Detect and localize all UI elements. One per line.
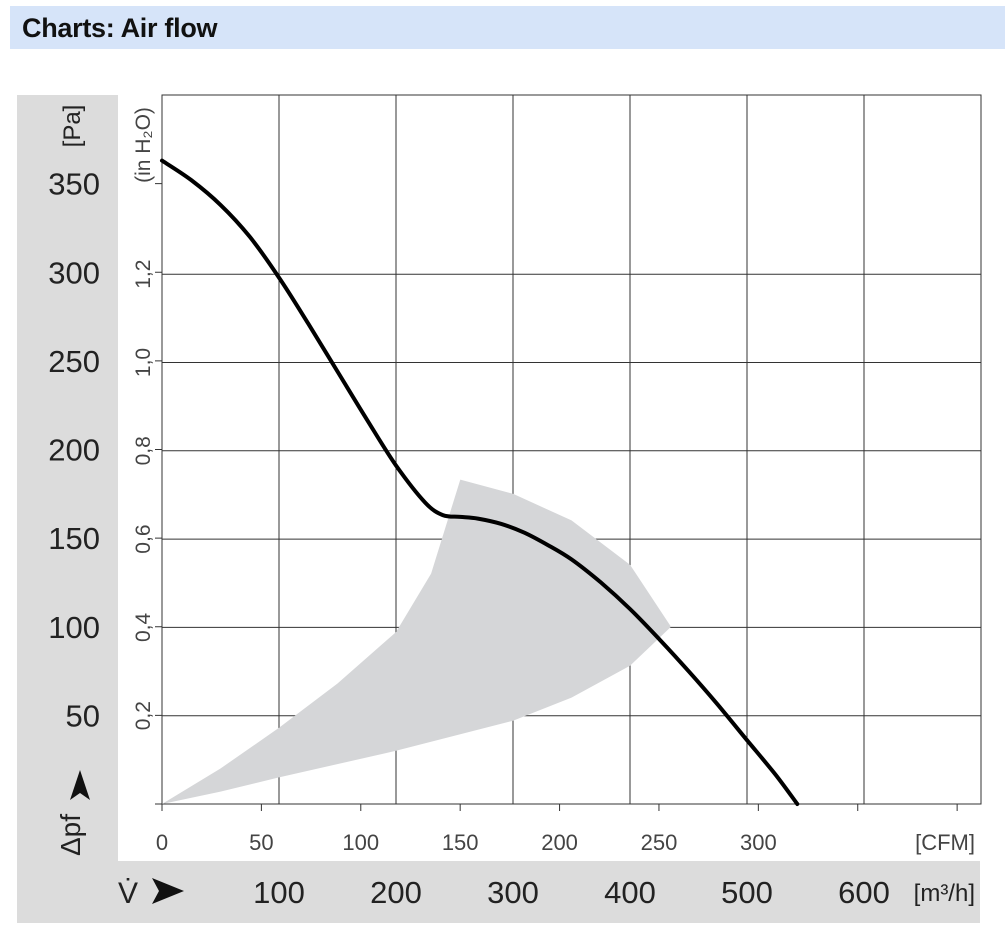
y-axis-symbol: Δpf	[55, 814, 86, 856]
y-tick-label-inh2o: 0,2	[132, 701, 155, 730]
y-tick-label-pa: 50	[66, 698, 100, 733]
x-tick-label-m3h: 500	[721, 875, 773, 910]
y-tick-label-inh2o: 1,0	[132, 348, 155, 377]
y-axis-arrow-icon	[70, 770, 90, 800]
y-tick-label-pa: 300	[48, 255, 100, 290]
left-axis-panel	[17, 95, 118, 861]
x-tick-label-m3h: 600	[838, 875, 890, 910]
x-tick-label-cfm: 300	[740, 830, 777, 855]
y-tick-label-pa: 150	[48, 521, 100, 556]
y-axis-unit-pa: [Pa]	[59, 105, 86, 148]
header-bar: Charts: Air flow	[10, 6, 1005, 49]
x-tick-label-cfm: 50	[249, 830, 273, 855]
y-tick-label-pa: 200	[48, 433, 100, 468]
x-axis-symbol: V̇	[118, 877, 138, 910]
plot-frame	[161, 94, 982, 805]
label-layer: 350 300 250 200 150 100 50 [Pa] 1,2 1,0 0,8 0,6 0,4 0…	[48, 105, 975, 910]
y-tick-label-inh2o: 1,2	[132, 260, 155, 289]
y-tick-label-pa: 350	[48, 167, 100, 202]
y-axis-unit-inh2o: (in H₂O)	[132, 107, 155, 183]
x-axis-unit-cfm: [CFM]	[915, 830, 975, 855]
x-axis-arrow-icon	[152, 878, 184, 904]
x-tick-label-m3h: 200	[370, 875, 422, 910]
x-tick-label-m3h: 300	[487, 875, 539, 910]
y-tick-label-pa: 250	[48, 344, 100, 379]
x-tick-label-cfm: 200	[541, 830, 578, 855]
x-axis-unit-m3h: [m³/h]	[914, 880, 975, 907]
efficiency-region-layer	[162, 479, 671, 804]
y-tick-label-inh2o: 0,4	[132, 612, 155, 642]
efficiency-region	[162, 479, 671, 804]
x-tick-label-m3h: 100	[253, 875, 305, 910]
y-tick-label-inh2o: 0,8	[132, 436, 155, 465]
x-tick-label-cfm: 150	[442, 830, 479, 855]
y-tick-label-pa: 100	[48, 610, 100, 645]
x-tick-label-cfm: 100	[342, 830, 379, 855]
grid	[155, 94, 982, 811]
x-tick-label-m3h: 400	[604, 875, 656, 910]
curve-layer	[160, 158, 800, 806]
x-tick-label-cfm: 250	[641, 830, 678, 855]
performance-curve	[160, 158, 800, 806]
y-tick-label-inh2o: 0,6	[132, 524, 155, 553]
x-tick-label-cfm: 0	[156, 830, 168, 855]
page-title: Charts: Air flow	[22, 13, 218, 43]
